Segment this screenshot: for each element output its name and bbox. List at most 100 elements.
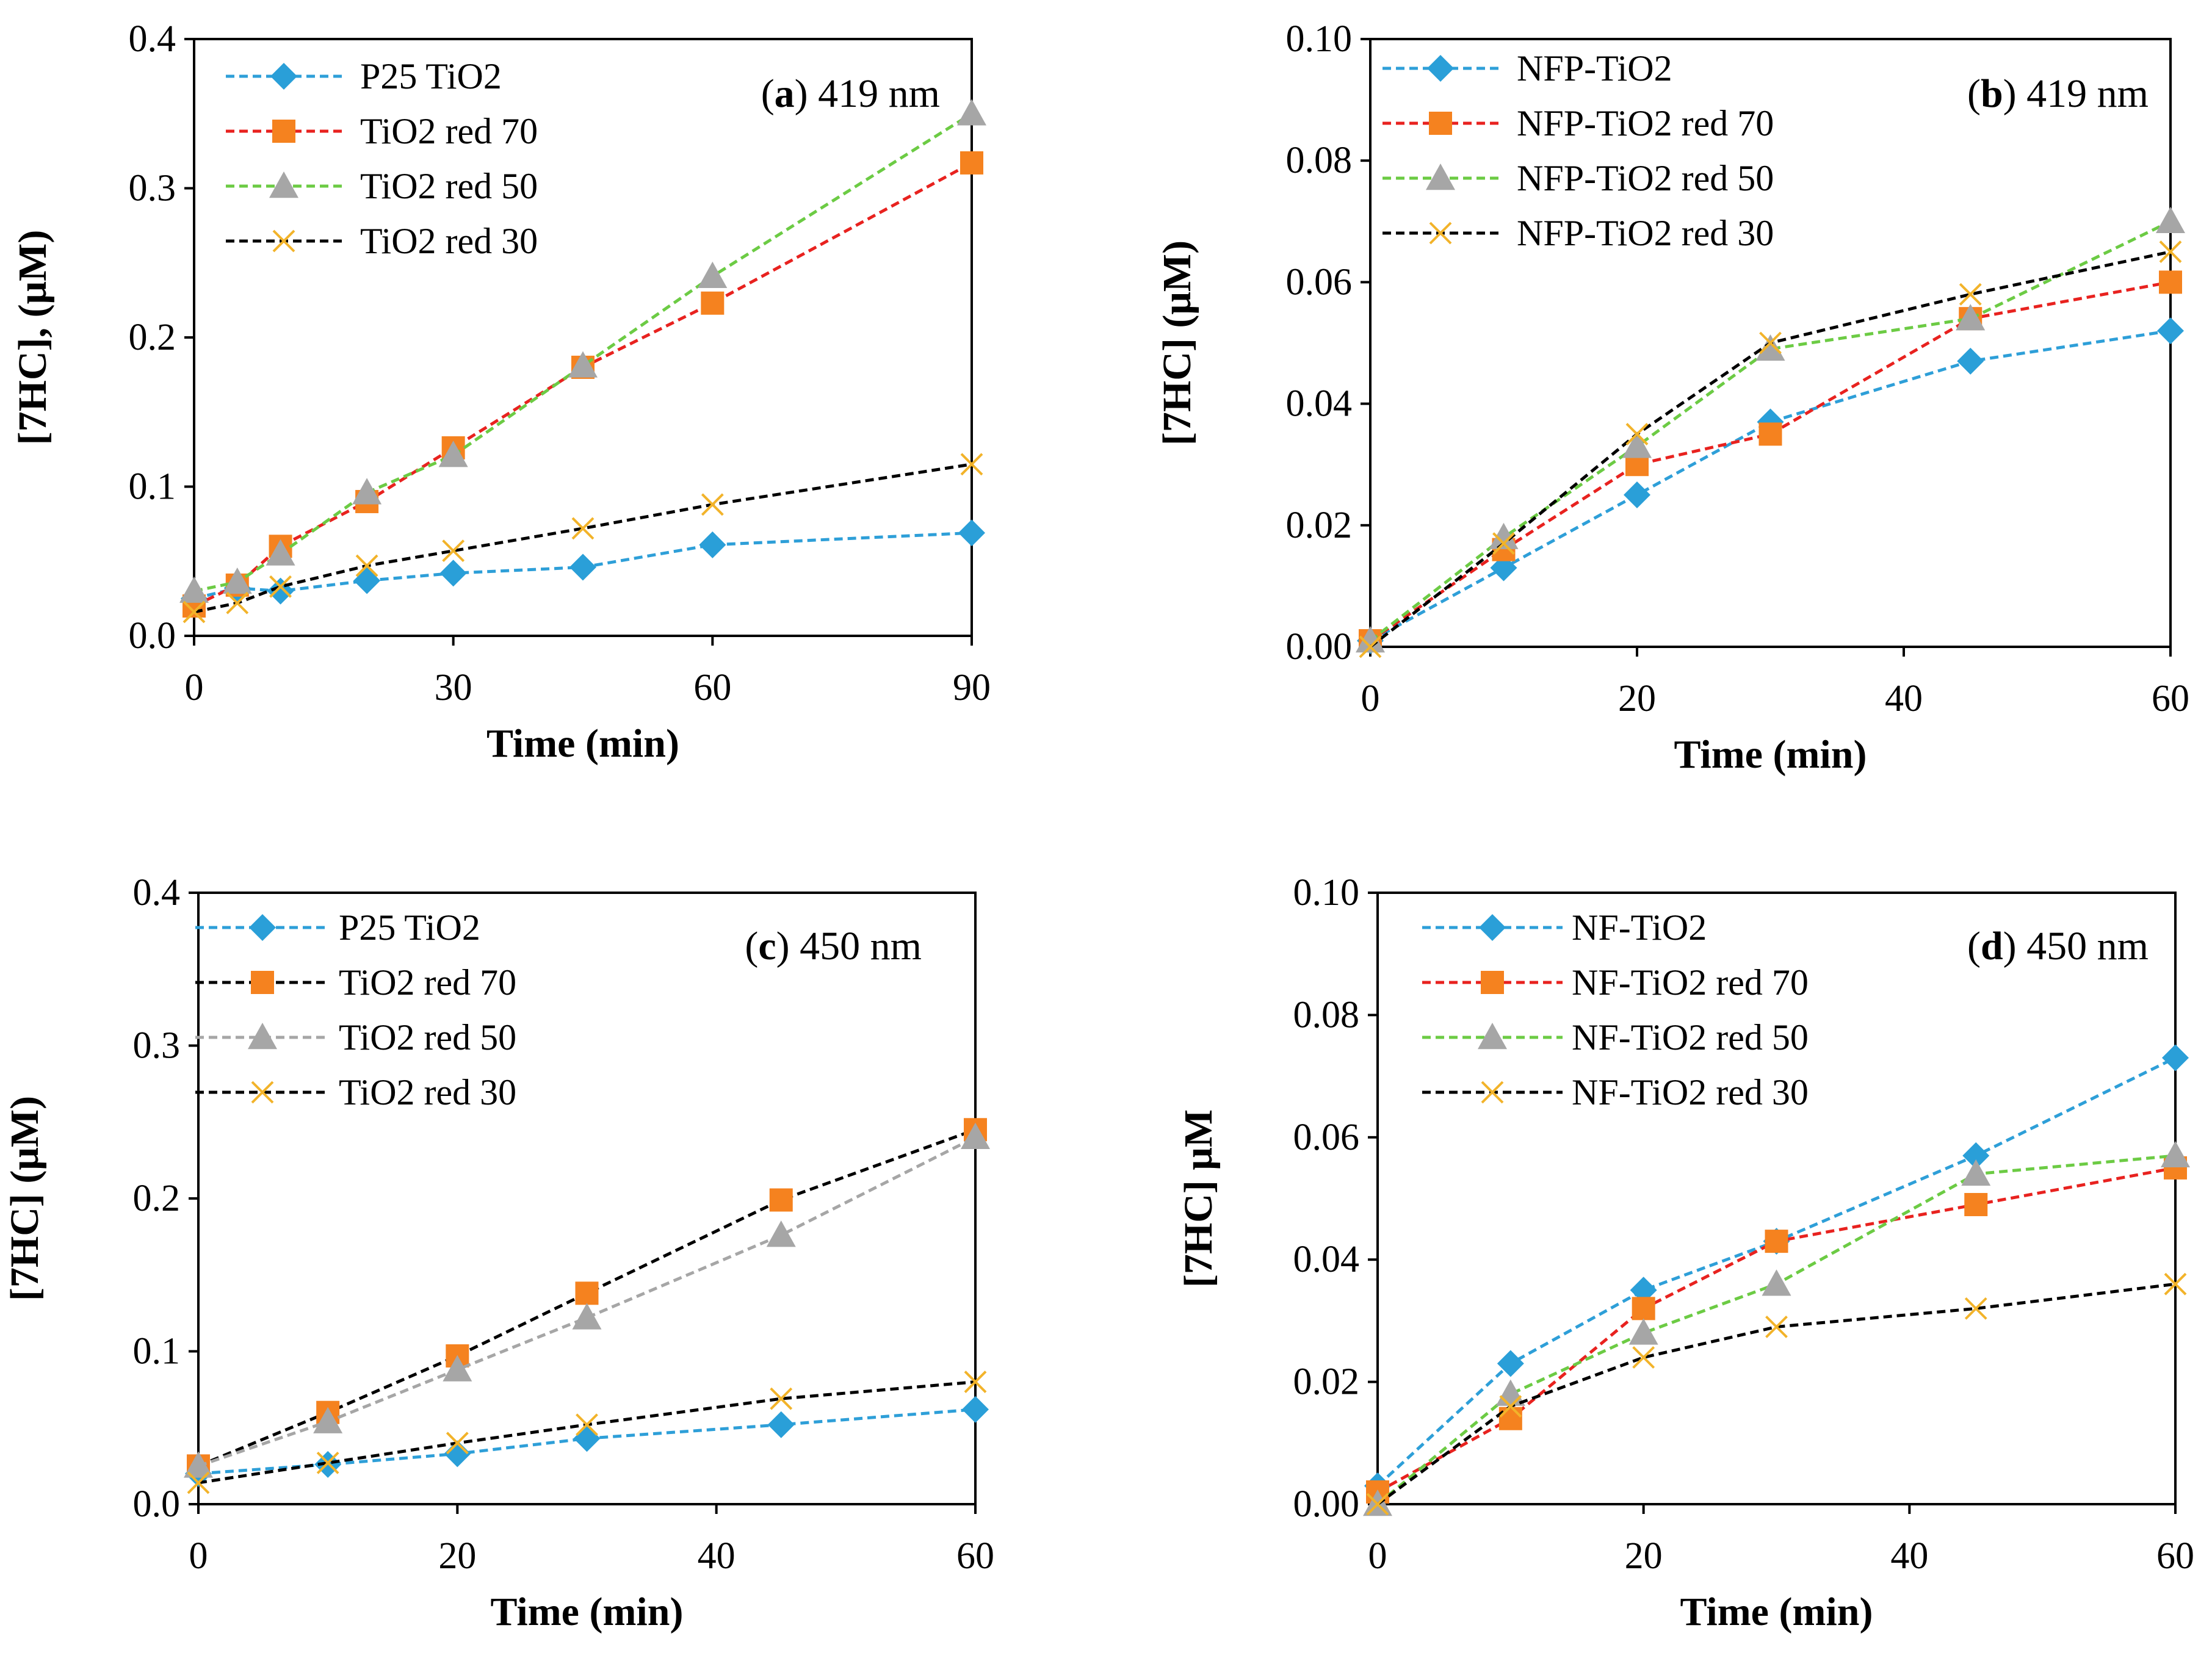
series-line <box>193 463 972 614</box>
y-tick-label: 0.3 <box>129 168 176 209</box>
y-tick-label: 0.04 <box>1286 383 1353 425</box>
x-tick-label: 0 <box>185 667 204 708</box>
chart-panel-c: 0.0 0.1 0.2 0.3 0.4 0 20 40 60 Time (min) [7HC] (μ… <box>2 872 994 1634</box>
legend: NFP-TiO2 NFP-TiO2 red 70 NFP-TiO2 red 50 NF… <box>1382 48 1774 253</box>
data-point <box>439 560 467 587</box>
series-nfp-tio2 <box>1357 317 2184 655</box>
x-axis-label: Time (min) <box>1674 732 1867 777</box>
legend-label: NFP-TiO2 red 30 <box>1517 213 1774 253</box>
x-tick-label: 40 <box>1890 1535 1928 1577</box>
data-point <box>1765 1230 1788 1253</box>
data-point <box>1489 522 1519 549</box>
data-point <box>184 1451 213 1478</box>
data-point <box>957 99 986 126</box>
data-point <box>2159 270 2182 294</box>
x-tick-label: 20 <box>1618 678 1656 719</box>
series-line <box>1369 220 2172 643</box>
x-tick-label: 20 <box>438 1535 476 1577</box>
legend-label: TiO2 red 50 <box>339 1017 516 1057</box>
data-point <box>187 1471 210 1494</box>
x-tick-label: 60 <box>956 1535 994 1577</box>
data-point <box>701 291 725 315</box>
series-line <box>198 1128 976 1468</box>
y-tick-label: 0.1 <box>129 466 176 508</box>
data-point <box>960 453 983 476</box>
legend-item: NFP-TiO2 red 50 <box>1382 158 1774 198</box>
y-axis-label: [7HC], (μM) <box>10 230 55 445</box>
y-axis-label: [7HC] (μM) <box>2 1096 47 1301</box>
data-point <box>1762 1269 1791 1296</box>
panel-label: (d) 450 nm <box>1967 924 2149 968</box>
legend: NF-TiO2 NF-TiO2 red 70 NF-TiO2 red 50 NF-Ti… <box>1422 907 1809 1112</box>
series-p25-tio2 <box>181 519 985 612</box>
legend-label: TiO2 red 50 <box>360 166 538 206</box>
legend-label: NF-TiO2 <box>1572 907 1707 948</box>
data-point <box>1366 1493 1389 1516</box>
data-point <box>958 519 985 547</box>
data-point <box>183 600 206 624</box>
x-tick-label: 0 <box>189 1535 208 1577</box>
x-tick-label: 20 <box>1625 1535 1663 1577</box>
data-point <box>568 351 598 378</box>
series-p25-tio2 <box>185 1396 989 1487</box>
x-tick-label: 90 <box>953 667 991 708</box>
series-nfp-tio2-red-30 <box>1359 240 2182 658</box>
panel-label: (a) 419 nm <box>761 71 940 116</box>
data-point <box>2156 206 2185 233</box>
x-tick-label: 40 <box>698 1535 736 1577</box>
series-line <box>198 1380 976 1485</box>
legend-marker <box>251 971 274 994</box>
legend-label: P25 TiO2 <box>360 56 502 96</box>
legend-label: NF-TiO2 red 70 <box>1572 962 1809 1003</box>
data-point <box>1624 481 1650 508</box>
data-point <box>352 478 382 505</box>
series-tio2-red-70 <box>183 151 983 618</box>
y-tick-label: 0.0 <box>133 1483 181 1525</box>
data-point <box>442 539 465 563</box>
legend-marker <box>1479 914 1506 941</box>
series-line <box>198 1136 977 1468</box>
legend-label: NF-TiO2 red 30 <box>1572 1072 1809 1112</box>
legend-marker <box>1478 1023 1507 1050</box>
y-tick-label: 0.3 <box>133 1025 181 1067</box>
data-point <box>316 1451 339 1474</box>
y-axis-label: [7HC] μM <box>1176 1109 1221 1288</box>
x-tick-label: 60 <box>2152 678 2189 719</box>
data-point <box>1492 532 1515 555</box>
series-tio2-red-30 <box>187 1371 987 1494</box>
data-point <box>1630 1277 1657 1304</box>
data-point <box>269 575 292 598</box>
legend-marker <box>1429 112 1452 135</box>
y-tick-label: 0.06 <box>1286 261 1353 303</box>
x-tick-label: 0 <box>1368 1535 1387 1577</box>
legend: P25 TiO2 TiO2 red 70 TiO2 red 50 TiO2 red 3… <box>195 907 516 1112</box>
legend-label: TiO2 red 30 <box>339 1072 516 1112</box>
data-point <box>1499 1395 1522 1418</box>
legend-item: NFP-TiO2 red 30 <box>1382 213 1774 253</box>
data-point <box>1632 1346 1655 1369</box>
data-point <box>569 553 596 581</box>
data-point <box>1632 1297 1655 1321</box>
data-point <box>576 1413 598 1436</box>
legend-item: NF-TiO2 red 30 <box>1422 1072 1809 1112</box>
series-tio2-red-50 <box>179 99 986 603</box>
legend-label: NFP-TiO2 red 70 <box>1517 103 1774 143</box>
data-point <box>2162 1044 2189 1072</box>
plot-frame <box>197 892 977 1505</box>
chart-panel-b: 0.00 0.02 0.04 0.06 0.08 0.10 0 20 40 60 Time (min… <box>1155 18 2189 777</box>
series-line <box>1369 280 2171 643</box>
y-tick-label: 0.00 <box>1286 626 1353 668</box>
x-axis-label: Time (min) <box>491 1590 684 1634</box>
series-tio2-red-50 <box>184 1122 990 1478</box>
data-point <box>179 576 209 603</box>
data-point <box>438 441 468 467</box>
data-point <box>1962 1142 1990 1169</box>
data-point <box>1956 304 1986 331</box>
series-line <box>1376 1166 2176 1494</box>
data-point <box>2164 1272 2187 1295</box>
series-tio2-red-30 <box>183 453 983 624</box>
x-tick-label: 60 <box>2156 1535 2194 1577</box>
legend-label: P25 TiO2 <box>339 907 480 948</box>
data-point <box>313 1407 343 1433</box>
